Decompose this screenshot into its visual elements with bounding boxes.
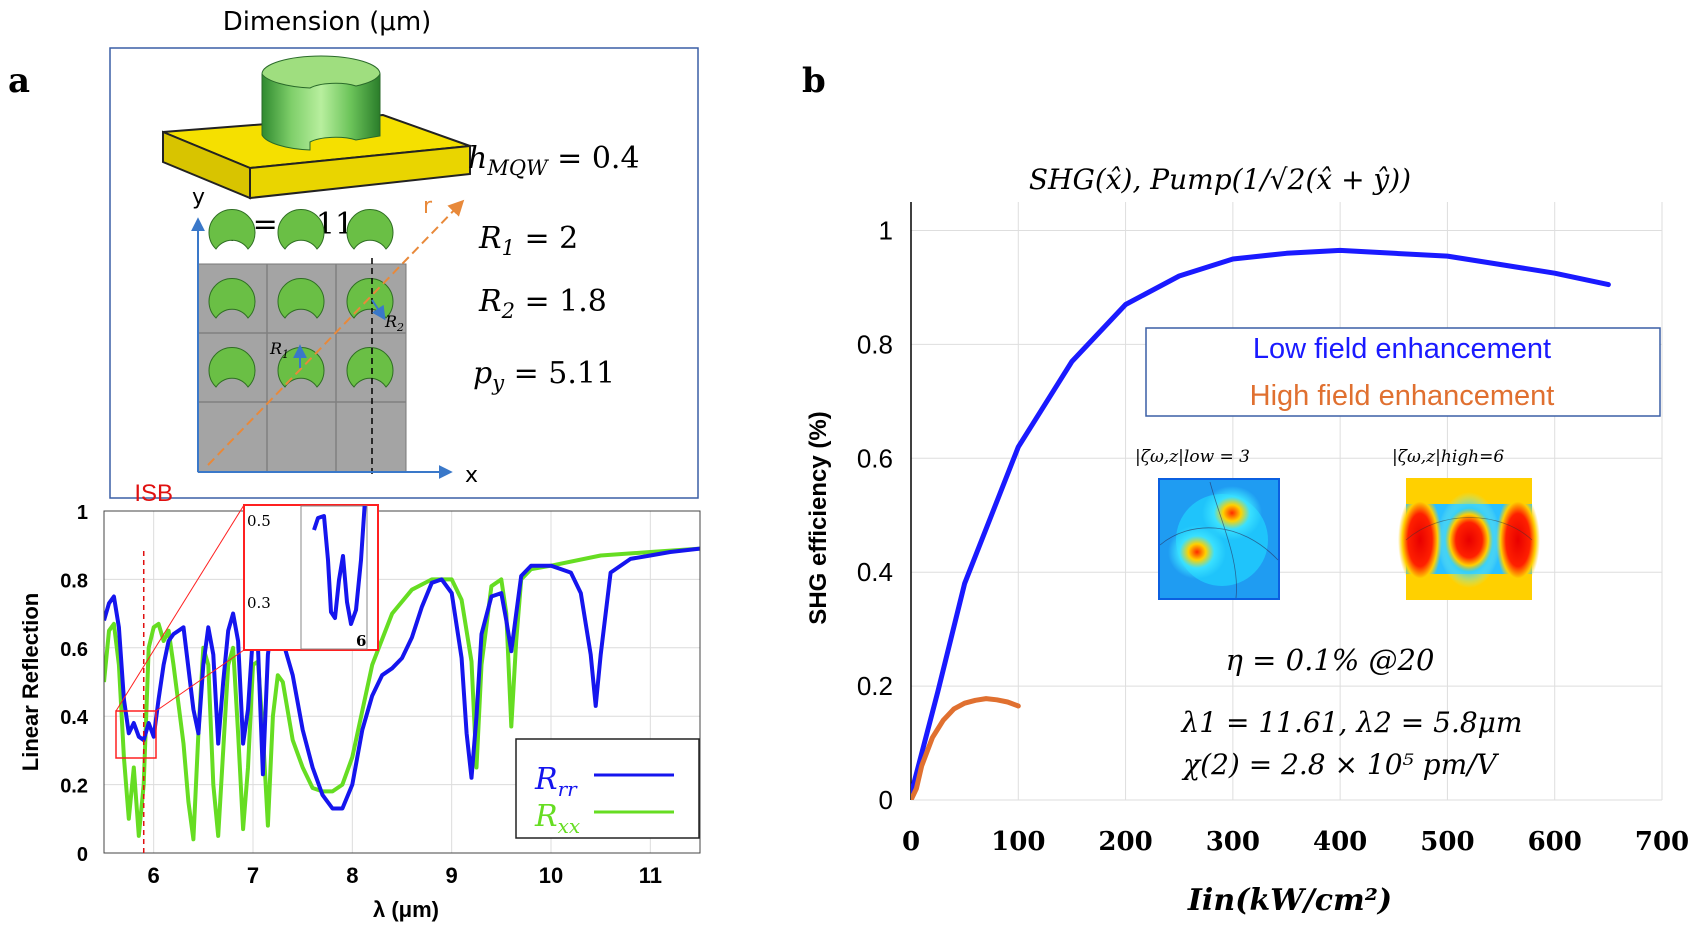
efficiency-annotation: η = 0.1% @20: [1226, 643, 1435, 677]
chart-b-ylabel: SHG efficiency (%): [805, 411, 832, 624]
chart-a-ytick-label: 0.2: [60, 776, 88, 798]
unit-cell-resonator: [208, 208, 256, 250]
panel-a-label: a: [8, 61, 30, 101]
array-r2-label: R2: [384, 312, 404, 334]
reflection-chart: 6 7 8 9 10 11 0 0.2 0.4 0.6 0.8 1 λ (μm) Linear Ref…: [18, 480, 701, 922]
chart-b-xtick-label: 0: [902, 827, 920, 857]
chart-a-ytick-label: 0.4: [60, 707, 89, 729]
legend-low-field: Low field enhancement: [1253, 333, 1551, 365]
chart-a-xtick-label: 9: [446, 863, 458, 888]
chart-a-xlabel: λ (μm): [373, 897, 439, 922]
field-map-low: |ζω,z|low = 3: [1135, 447, 1280, 600]
series-line-low-field: [911, 247, 1611, 797]
chart-b-ytick-label: 0.2: [857, 671, 893, 701]
schematic-title: Dimension (μm): [223, 7, 432, 37]
chart-b-xtick-label: 600: [1528, 827, 1582, 857]
chart-b-xtick-label: 100: [991, 827, 1045, 857]
chart-b-xtick-label: 700: [1635, 827, 1689, 857]
inset-low-label: |ζω,z|low = 3: [1135, 447, 1250, 467]
chart-b-plot-area: [911, 202, 1662, 800]
unit-cell-resonator: [208, 277, 256, 319]
unit-cell-resonator: [277, 277, 325, 319]
cylinder-resonator: [261, 55, 381, 151]
chart-b-title: SHG(x̂), Pump(1/√2(x̂ + ŷ)): [1029, 163, 1411, 196]
r2-label: R2 = 1.8: [478, 284, 607, 323]
gold-slab: [162, 113, 471, 200]
inset-ytick-05: 0.5: [247, 512, 271, 530]
r2-arrow: [371, 299, 386, 321]
inset-xtick-6: 6: [356, 632, 366, 650]
wavelength-annotation: λ1 = 11.61, λ2 = 5.8μm: [1181, 706, 1523, 739]
chart-b-ytick-label: 1: [879, 215, 893, 245]
schematic-frame: [109, 47, 699, 499]
chart-b-xtick-label: 300: [1206, 827, 1260, 857]
unit-cell-resonator: [208, 346, 256, 388]
r1-label: R1 = 2: [478, 221, 578, 260]
inset-high-label: |ζω,z|high=6: [1392, 447, 1504, 467]
chart-b-xlabel: Iin(kW/cm²): [1187, 883, 1392, 918]
chart-a-xtick-label: 8: [346, 863, 358, 888]
panel-b-label: b: [802, 61, 826, 101]
legend-high-field: High field enhancement: [1250, 380, 1555, 412]
chart-b-ytick-label: 0.8: [857, 329, 893, 359]
unit-cell-resonator: [346, 208, 394, 250]
inset-ytick-03: 0.3: [247, 594, 271, 612]
chart-a-ytick-label: 0.8: [60, 570, 88, 592]
unit-cell-array: [197, 208, 407, 478]
axis-r-label: r: [423, 194, 433, 219]
axis-y-label: y: [192, 185, 205, 210]
chi2-annotation: χ(2) = 2.8 × 10⁵ pm/V: [1181, 748, 1499, 781]
py-label: py = 5.11: [473, 356, 615, 395]
chart-b-legend: Low field enhancement High field enhance…: [1145, 327, 1661, 417]
unit-cell-resonator: [277, 208, 325, 250]
chart-a-ytick-label: 0: [77, 844, 88, 866]
chart-b-xtick-label: 500: [1420, 827, 1474, 857]
chart-a-ytick-label: 0.6: [60, 639, 88, 661]
schematic: Dimension (μm) hMQW = 0.4 y px = 5.11 R1…: [109, 7, 699, 499]
chart-b-xtick-label: 200: [1098, 827, 1152, 857]
series-line-rrr: [104, 546, 700, 811]
chart-a-xtick-label: 10: [539, 863, 563, 888]
chart-b-xtick-label: 400: [1313, 827, 1367, 857]
zoom-inset: 0.5 0.3 6: [115, 504, 379, 759]
field-map-high: |ζω,z|high=6: [1392, 447, 1540, 600]
chart-a-legend: Rrr Rxx: [515, 738, 700, 839]
chart-a-ytick-label: 1: [77, 502, 88, 524]
chart-a-ylabel: Linear Reflection: [18, 593, 43, 771]
axis-x-label: x: [465, 463, 478, 488]
h-mqw-label: hMQW = 0.4: [468, 141, 640, 180]
series-line-high-field: [911, 696, 1021, 800]
r-direction-arrow: [207, 199, 465, 466]
array-r1-label: R1: [269, 339, 289, 361]
chart-b-ytick-label: 0: [879, 785, 893, 815]
chart-b-ytick-label: 0.4: [857, 557, 893, 587]
chart-a-xtick-label: 6: [148, 863, 160, 888]
chart-a-xtick-label: 11: [639, 863, 662, 888]
chart-a-xtick-label: 7: [247, 863, 259, 888]
chart-b-ytick-label: 0.6: [857, 443, 893, 473]
shg-chart: SHG(x̂), Pump(1/√2(x̂ + ŷ)) 0 100 200 300 40…: [805, 163, 1689, 918]
isb-label: ISB: [134, 480, 173, 507]
chart-a-frame: [103, 510, 701, 854]
